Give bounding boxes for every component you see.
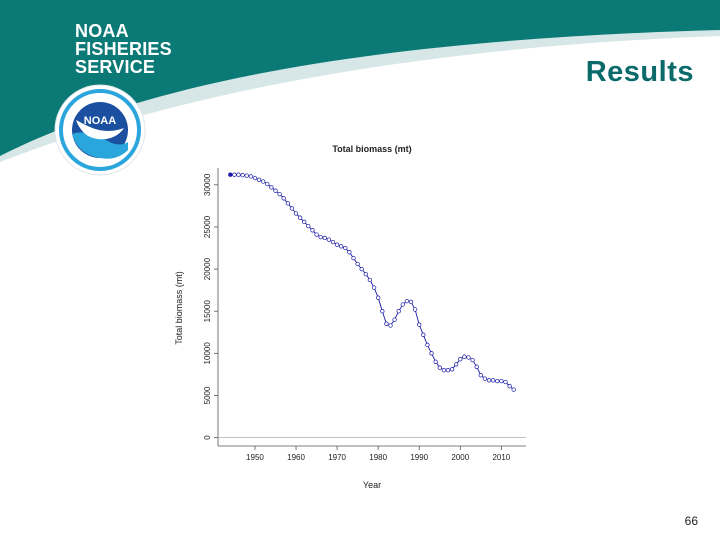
data-point <box>367 277 373 283</box>
plot-area: 1950 1960 1970 1980 1990 2000 2010 0 5000 10000 15… <box>203 168 526 462</box>
y-tick-label: 10000 <box>203 342 212 365</box>
data-point <box>495 378 500 384</box>
x-tick-label: 1960 <box>287 453 305 462</box>
data-point <box>310 228 315 233</box>
data-point <box>376 295 381 300</box>
data-point <box>343 245 348 251</box>
data-point <box>363 271 368 277</box>
data-point <box>281 196 286 201</box>
data-point <box>437 365 442 370</box>
biomass-chart: Total biomass (mt) 1950 1960 1970 1980 1990 2… <box>174 144 526 490</box>
data-point <box>482 376 488 381</box>
data-point <box>511 387 516 392</box>
page-number: 66 <box>684 514 698 528</box>
data-point <box>269 185 274 190</box>
data-point <box>429 351 434 356</box>
x-tick-label: 1990 <box>410 453 428 462</box>
y-tick-label: 0 <box>203 435 212 440</box>
data-point <box>417 322 422 327</box>
data-point <box>462 354 467 359</box>
data-point <box>293 211 299 216</box>
data-point <box>454 362 459 367</box>
data-point <box>458 357 463 362</box>
data-point <box>248 174 254 179</box>
data-point <box>334 242 340 247</box>
x-tick-label: 1970 <box>328 453 346 462</box>
data-point <box>256 177 262 182</box>
data-point <box>478 373 483 378</box>
data-point <box>330 239 336 245</box>
chart-title: Total biomass (mt) <box>332 144 411 154</box>
brand-line-2: FISHERIES <box>75 39 172 59</box>
data-point <box>285 201 290 206</box>
data-point <box>355 261 360 267</box>
data-point <box>474 364 479 369</box>
data-point <box>351 255 356 261</box>
x-tick-label: 2010 <box>492 453 510 462</box>
data-point <box>433 359 438 364</box>
data-point <box>507 384 512 389</box>
data-point <box>490 378 496 383</box>
y-tick-label: 5000 <box>203 386 212 404</box>
data-point <box>261 179 266 184</box>
banner-band <box>0 0 720 156</box>
data-point <box>384 321 389 326</box>
data-point <box>359 266 364 272</box>
data-point <box>503 379 508 385</box>
data-point <box>408 299 414 305</box>
data-point <box>339 244 344 249</box>
data-point <box>412 307 418 312</box>
data-point <box>441 368 447 373</box>
y-tick-label: 15000 <box>203 300 212 323</box>
y-tick-label: 30000 <box>203 173 212 196</box>
data-point <box>297 215 303 220</box>
data-point <box>318 234 323 240</box>
data-point <box>400 302 405 307</box>
x-tick-label: 1980 <box>369 453 387 462</box>
x-axis-label: Year <box>363 480 381 490</box>
y-tick-label: 20000 <box>203 257 212 280</box>
brand-line-1: NOAA <box>75 21 129 41</box>
data-point <box>277 191 282 197</box>
series-line <box>230 174 514 390</box>
data-point <box>265 181 270 187</box>
data-point <box>449 367 455 372</box>
data-point <box>252 175 258 181</box>
brand-line-3: SERVICE <box>75 57 156 77</box>
data-point <box>244 173 249 178</box>
data-point <box>466 355 471 360</box>
data-point <box>486 378 492 383</box>
y-axis-label: Total biomass (mt) <box>174 271 184 345</box>
x-tick-label: 2000 <box>451 453 469 462</box>
data-point <box>326 237 332 242</box>
data-point <box>499 378 504 384</box>
logo-text: NOAA <box>84 115 116 127</box>
data-point <box>322 235 327 241</box>
x-tick-label: 1950 <box>246 453 264 462</box>
y-tick-label: 25000 <box>203 215 212 238</box>
data-point <box>388 323 393 328</box>
data-point <box>396 309 401 314</box>
data-point <box>232 172 237 177</box>
data-point <box>240 173 245 178</box>
data-point <box>273 188 278 193</box>
data-point <box>306 223 311 229</box>
data-point <box>470 357 475 363</box>
slide-title: Results <box>585 56 694 88</box>
data-point <box>392 317 397 322</box>
data-point <box>445 368 451 373</box>
data-point <box>289 206 295 211</box>
data-point <box>228 172 233 177</box>
noaa-logo: NOAA <box>54 84 146 176</box>
data-point <box>371 285 377 290</box>
data-point <box>314 232 319 237</box>
data-point <box>425 342 430 348</box>
data-point <box>421 332 426 337</box>
header-banner <box>0 0 720 162</box>
data-point <box>380 309 385 314</box>
data-point <box>404 298 410 304</box>
data-point <box>236 172 241 177</box>
data-point <box>347 250 352 255</box>
data-point <box>302 219 307 225</box>
